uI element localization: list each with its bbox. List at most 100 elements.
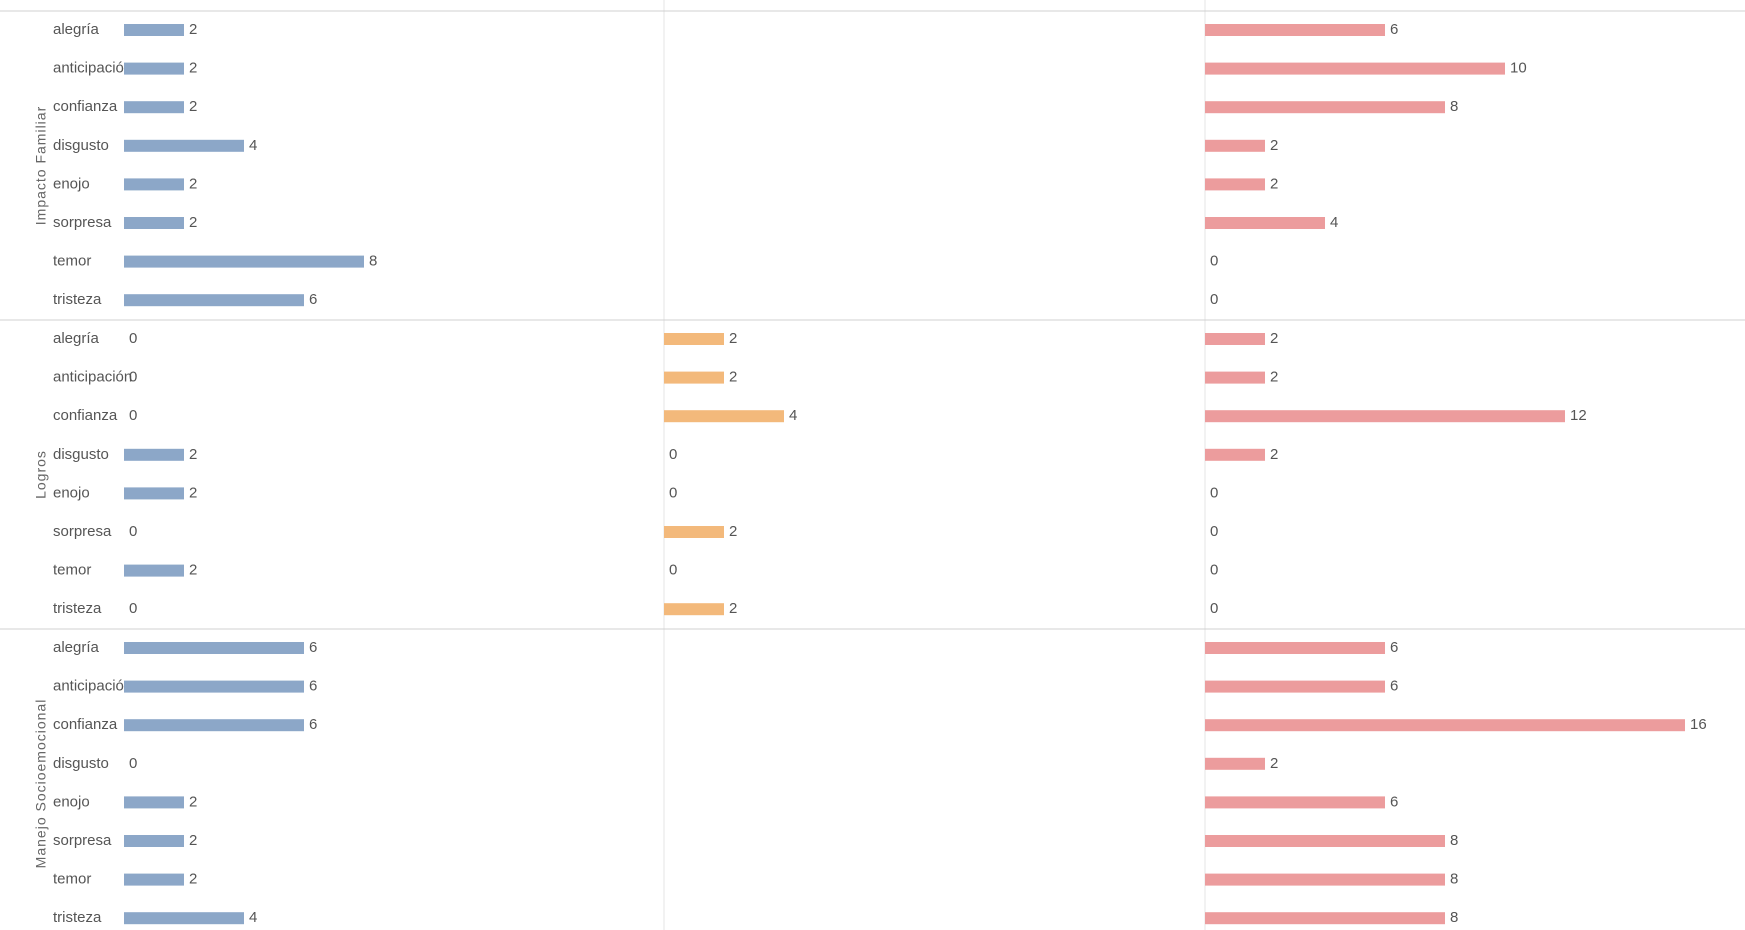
row-label: temor bbox=[53, 871, 91, 888]
value-label: 4 bbox=[249, 137, 257, 154]
bar bbox=[124, 796, 184, 809]
row-label: disgusto bbox=[53, 446, 109, 463]
value-label: 2 bbox=[1270, 369, 1278, 386]
bar bbox=[1205, 680, 1385, 693]
bar bbox=[124, 62, 184, 75]
value-label: 4 bbox=[1330, 214, 1338, 231]
value-label: 8 bbox=[1450, 871, 1458, 888]
panel-label: Impacto Familiar bbox=[33, 106, 49, 225]
bar bbox=[664, 526, 724, 538]
value-label: 6 bbox=[309, 716, 317, 733]
value-label: 2 bbox=[189, 446, 197, 463]
panel-label: Logros bbox=[33, 450, 49, 499]
value-label: 2 bbox=[729, 523, 737, 540]
bar bbox=[664, 603, 724, 616]
bar bbox=[1205, 642, 1385, 654]
row-label: alegría bbox=[53, 21, 100, 38]
value-label: 6 bbox=[1390, 793, 1398, 810]
value-label: 0 bbox=[1210, 523, 1218, 540]
value-label: 10 bbox=[1510, 60, 1527, 77]
value-label: 0 bbox=[1210, 600, 1218, 617]
value-label: 2 bbox=[189, 175, 197, 192]
value-label: 2 bbox=[189, 21, 197, 38]
bar bbox=[1205, 719, 1685, 732]
bar bbox=[124, 139, 244, 152]
value-label: 2 bbox=[189, 871, 197, 888]
value-label: 0 bbox=[669, 562, 677, 579]
row-label: disgusto bbox=[53, 137, 109, 154]
value-label: 0 bbox=[669, 484, 677, 501]
value-label: 6 bbox=[309, 639, 317, 656]
row-label: anticipación bbox=[53, 60, 132, 77]
bar bbox=[124, 448, 184, 461]
row-label: sorpresa bbox=[53, 523, 112, 540]
value-label: 12 bbox=[1570, 407, 1587, 424]
bar bbox=[664, 371, 724, 384]
value-label: 8 bbox=[1450, 98, 1458, 115]
row-label: temor bbox=[53, 562, 91, 579]
value-label: 0 bbox=[129, 523, 137, 540]
row-label: anticipación bbox=[53, 369, 132, 386]
bar bbox=[1205, 410, 1565, 423]
panel-label: Manejo Socioemocional bbox=[33, 699, 49, 869]
value-label: 2 bbox=[189, 60, 197, 77]
value-label: 16 bbox=[1690, 716, 1707, 733]
value-label: 0 bbox=[1210, 253, 1218, 270]
value-label: 6 bbox=[1390, 639, 1398, 656]
row-label: tristeza bbox=[53, 909, 102, 926]
row-label: sorpresa bbox=[53, 832, 112, 849]
bar bbox=[1205, 333, 1265, 345]
value-label: 2 bbox=[189, 793, 197, 810]
value-label: 2 bbox=[189, 562, 197, 579]
value-label: 6 bbox=[309, 678, 317, 695]
bar bbox=[664, 333, 724, 345]
value-label: 2 bbox=[1270, 330, 1278, 347]
value-label: 2 bbox=[189, 214, 197, 231]
bar bbox=[124, 680, 304, 693]
value-label: 2 bbox=[729, 330, 737, 347]
bar bbox=[124, 835, 184, 847]
value-label: 0 bbox=[1210, 562, 1218, 579]
row-label: temor bbox=[53, 253, 91, 270]
value-label: 2 bbox=[1270, 755, 1278, 772]
bar bbox=[124, 564, 184, 577]
bar bbox=[1205, 371, 1265, 384]
bar bbox=[124, 178, 184, 191]
row-label: enojo bbox=[53, 175, 90, 192]
value-label: 0 bbox=[1210, 291, 1218, 308]
bar bbox=[1205, 24, 1385, 36]
row-label: confianza bbox=[53, 716, 118, 733]
bar bbox=[1205, 62, 1505, 75]
value-label: 2 bbox=[189, 484, 197, 501]
value-label: 6 bbox=[1390, 21, 1398, 38]
value-label: 0 bbox=[1210, 484, 1218, 501]
value-label: 2 bbox=[1270, 446, 1278, 463]
bar bbox=[124, 912, 244, 925]
value-label: 0 bbox=[129, 755, 137, 772]
row-label: confianza bbox=[53, 407, 118, 424]
bar bbox=[1205, 448, 1265, 461]
value-label: 4 bbox=[789, 407, 797, 424]
value-label: 0 bbox=[129, 330, 137, 347]
row-label: enojo bbox=[53, 484, 90, 501]
value-label: 4 bbox=[249, 909, 257, 926]
bar bbox=[1205, 139, 1265, 152]
row-label: tristeza bbox=[53, 600, 102, 617]
bar bbox=[1205, 101, 1445, 114]
bar bbox=[124, 642, 304, 654]
value-label: 0 bbox=[129, 407, 137, 424]
bar bbox=[124, 487, 184, 500]
value-label: 6 bbox=[309, 291, 317, 308]
value-label: 2 bbox=[1270, 175, 1278, 192]
value-label: 2 bbox=[1270, 137, 1278, 154]
bar bbox=[1205, 757, 1265, 770]
bar bbox=[124, 101, 184, 114]
row-label: anticipación bbox=[53, 678, 132, 695]
value-label: 2 bbox=[729, 600, 737, 617]
value-label: 2 bbox=[729, 369, 737, 386]
bar bbox=[1205, 912, 1445, 925]
row-label: enojo bbox=[53, 793, 90, 810]
value-label: 8 bbox=[1450, 909, 1458, 926]
bar bbox=[1205, 178, 1265, 191]
